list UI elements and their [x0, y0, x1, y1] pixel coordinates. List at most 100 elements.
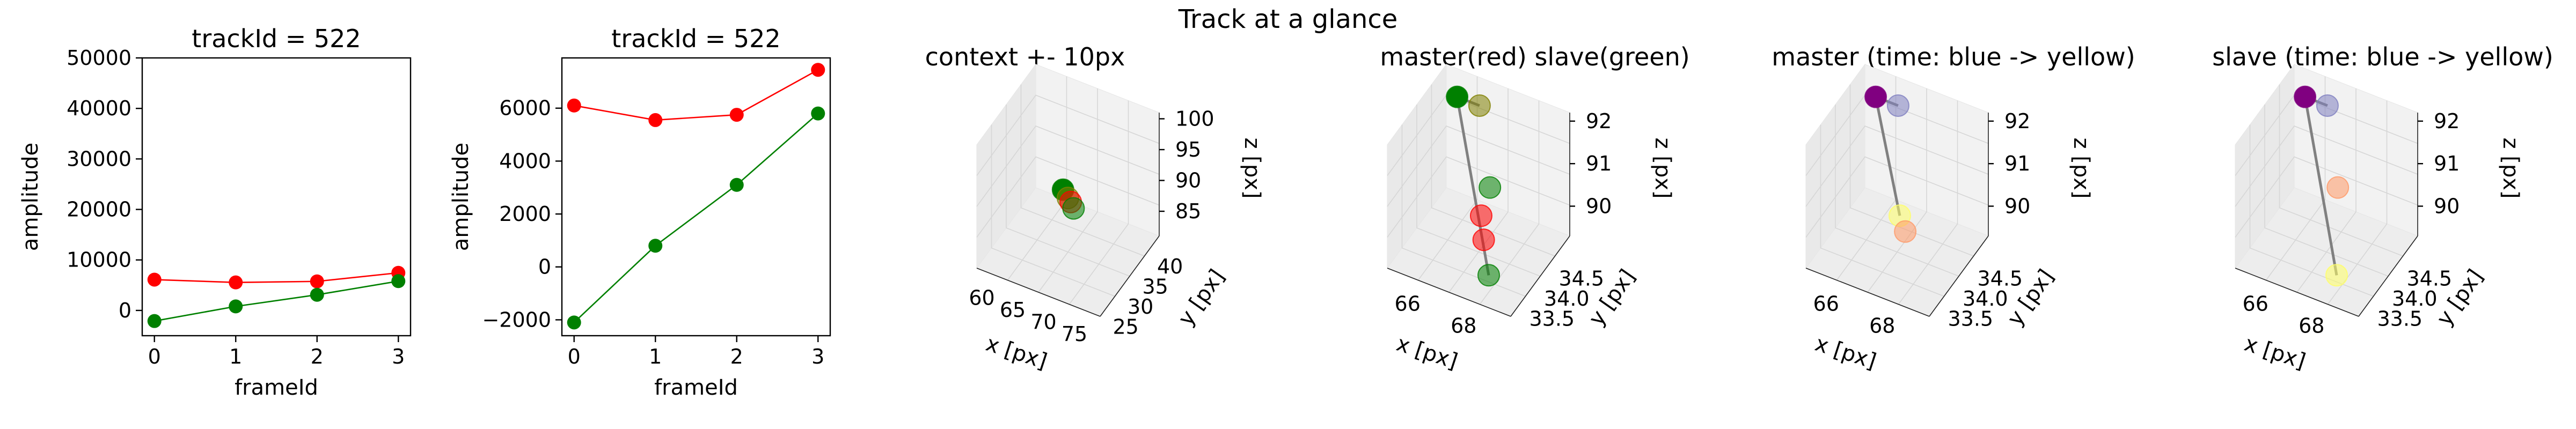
grid-line — [2279, 84, 2403, 257]
y-tick-label: 40 — [1157, 255, 1183, 278]
grid-line — [1069, 100, 1129, 305]
grid-line — [1867, 88, 1927, 293]
connector-line — [1874, 97, 1901, 216]
z-tick-label: 91 — [1586, 152, 1612, 175]
grid-line — [1805, 125, 1989, 207]
data-point — [567, 98, 581, 113]
y-tick-label: 40000 — [67, 97, 131, 120]
series-line-2 — [154, 280, 399, 322]
x-tick-label: 0 — [148, 345, 161, 368]
data-point — [1479, 176, 1502, 199]
data-point — [2294, 85, 2317, 108]
data-point — [229, 275, 243, 290]
y-axis-label: amplitude — [449, 143, 473, 251]
y-tick-label: 34.5 — [1559, 267, 1605, 291]
grid-line — [976, 156, 1160, 238]
y-tick-label: 50000 — [67, 46, 131, 70]
grid-line — [991, 124, 1115, 297]
z-tick-label: 85 — [1175, 199, 1201, 223]
z-tick-label: 100 — [1175, 107, 1214, 131]
grid-line — [1416, 105, 1541, 277]
series-line-1 — [574, 69, 818, 121]
x-axis-label: frameId — [235, 375, 318, 400]
y-tick-label: 20000 — [67, 198, 131, 221]
chart-title: context +- 10px — [925, 42, 1125, 71]
data-point — [729, 177, 744, 192]
y-tick-label: 33.5 — [1529, 307, 1575, 331]
y-axis-line — [1100, 235, 1160, 317]
line-chart-2: trackId = 522 0 1 2 3 −2000 0 2000 4000 6000 frame… — [449, 24, 831, 400]
grid-line — [2235, 156, 2418, 238]
z-tick-label: 92 — [2434, 109, 2460, 133]
data-point — [1894, 220, 1917, 243]
x-tick-label: 60 — [969, 286, 994, 310]
chart-title: master (time: blue -> yellow) — [1772, 42, 2135, 71]
data-point — [1469, 204, 1492, 227]
data-point — [1477, 264, 1500, 287]
z-axis-label: z [px] — [1240, 138, 1264, 199]
y-tick-label: 0 — [119, 299, 131, 322]
x-axis-line — [1805, 268, 1930, 317]
z-axis-label: z [px] — [2069, 138, 2094, 199]
y-axis-line — [1929, 235, 1989, 317]
data-point — [811, 63, 825, 77]
y-axis-line — [2358, 235, 2418, 317]
x-tick-label: 3 — [392, 345, 405, 368]
grid-line — [976, 125, 1160, 207]
x-tick-label: 68 — [1451, 314, 1476, 337]
x-axis-line — [976, 268, 1101, 317]
y-tick-label: 35 — [1143, 275, 1168, 299]
x-axis-label: frameId — [654, 375, 738, 400]
grid-line — [2296, 88, 2357, 293]
line-chart-1: trackId = 522 0 1 2 3 0 10000 20000 30000 40000 50… — [18, 24, 412, 400]
figure-suptitle: Track at a glance — [1178, 4, 1398, 34]
x-tick-label: 68 — [1869, 314, 1895, 337]
grid-line — [1038, 88, 1098, 293]
chart-title: trackId = 522 — [192, 24, 361, 53]
chart-title: trackId = 522 — [611, 24, 780, 53]
y-tick-label: 33.5 — [1948, 307, 1994, 331]
z-axis-label: z [px] — [2498, 138, 2523, 199]
data-point — [147, 314, 162, 328]
data-point — [1886, 94, 1909, 117]
grid-line — [1835, 105, 1959, 277]
z-tick-label: 95 — [1175, 138, 1201, 161]
y-tick-label: 34.0 — [2392, 287, 2438, 310]
grid-line — [1417, 76, 1478, 280]
x-tick-label: 65 — [1000, 298, 1026, 322]
grid-line — [2264, 105, 2389, 277]
series-line-1 — [154, 272, 399, 283]
chart-title: slave (time: blue -> yellow) — [2212, 42, 2553, 71]
x-tick-label: 3 — [811, 345, 824, 368]
grid-line — [1805, 156, 1989, 238]
series-line-2 — [573, 113, 819, 323]
y-tick-label: 34.5 — [1978, 267, 2023, 291]
data-point — [310, 287, 324, 302]
y-axis-line — [1510, 235, 1570, 317]
data-point — [1472, 228, 1495, 252]
y-tick-label: 34.0 — [1544, 287, 1590, 310]
grid-line — [1448, 88, 1509, 293]
y-tick-label: 30 — [1128, 295, 1153, 319]
grid-line — [1387, 125, 1570, 207]
data-point — [2316, 94, 2339, 117]
y-tick-label: 34.0 — [1963, 287, 2008, 310]
x-tick-label: 68 — [2299, 314, 2324, 337]
x-tick-label: 2 — [730, 345, 743, 368]
axes-frame — [561, 57, 831, 337]
z-tick-label: 90 — [2434, 194, 2460, 218]
data-point — [1468, 94, 1491, 117]
x-axis-line — [2235, 268, 2359, 317]
y-tick-label: 34.5 — [2407, 267, 2453, 291]
grid-line — [1387, 156, 1570, 238]
data-point — [2326, 176, 2350, 199]
data-point — [2325, 264, 2348, 287]
z-tick-label: 92 — [2004, 109, 2030, 133]
x-tick-label: 2 — [311, 345, 324, 368]
y-axis-label: amplitude — [18, 143, 43, 251]
data-point — [729, 108, 744, 122]
